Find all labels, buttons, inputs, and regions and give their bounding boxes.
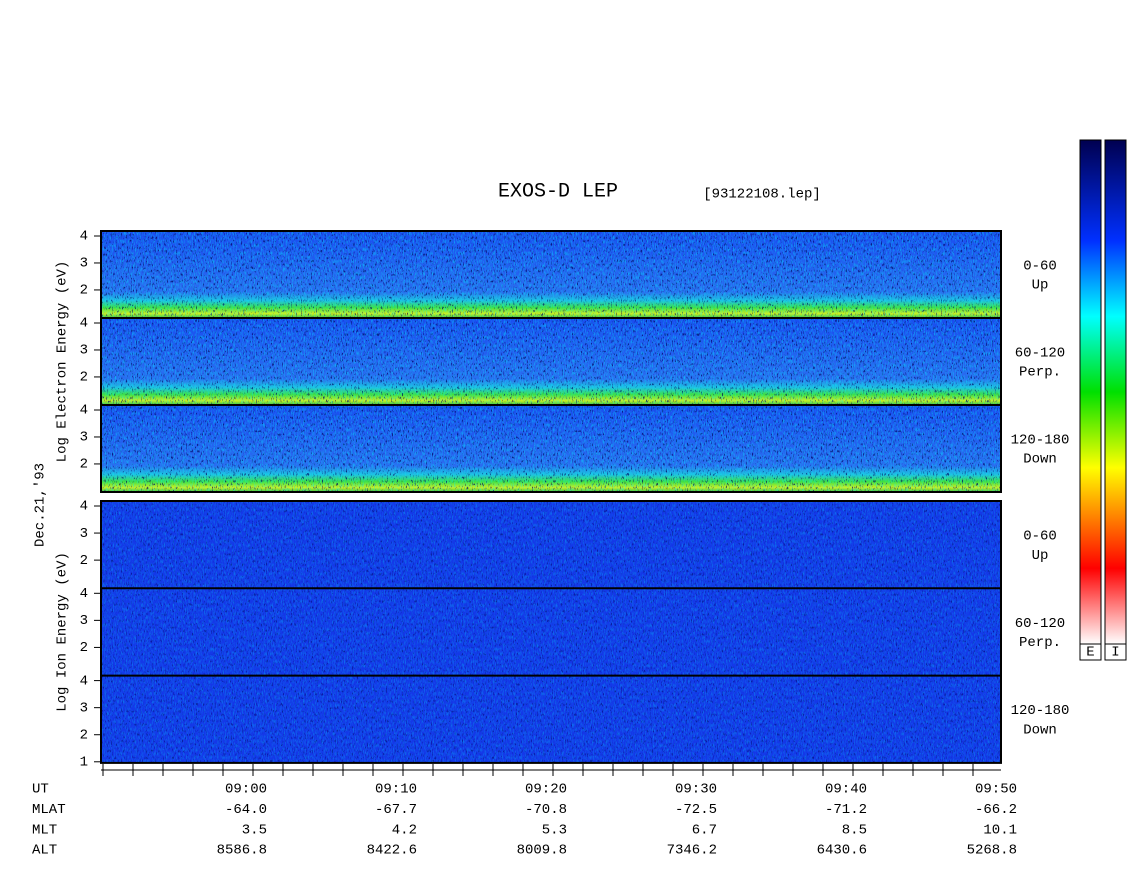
panel-direction: Up <box>1032 548 1049 564</box>
date-label: Dec.21,'93 <box>33 463 49 547</box>
row-label: ALT <box>32 843 57 859</box>
row-value: 09:00 <box>225 782 267 798</box>
row-value: 5.3 <box>542 822 567 838</box>
row-value: -66.2 <box>975 802 1017 818</box>
block-frame <box>100 500 1002 764</box>
y-tick-label: 3 <box>80 343 88 359</box>
row-value: 8422.6 <box>367 843 417 859</box>
panel-range: 0-60 <box>1023 259 1057 275</box>
y-tick-label: 2 <box>80 370 88 386</box>
row-label: UT <box>32 782 49 798</box>
y-tick-label: 4 <box>80 403 88 419</box>
colorbar-label-box <box>1104 643 1127 661</box>
panel-direction: Perp. <box>1019 365 1061 381</box>
y-tick-label: 4 <box>80 586 88 602</box>
colorbar <box>1104 139 1127 645</box>
panel-direction: Perp. <box>1019 635 1061 651</box>
row-value: 3.5 <box>242 822 267 838</box>
y-tick-label: 4 <box>80 499 88 515</box>
y-tick-label: 3 <box>80 700 88 716</box>
row-value: 7346.2 <box>667 843 717 859</box>
colorbar <box>1079 139 1102 645</box>
row-label: MLT <box>32 822 57 838</box>
row-value: 8009.8 <box>517 843 567 859</box>
file-name: [93122108.lep] <box>703 187 821 203</box>
row-value: 09:40 <box>825 782 867 798</box>
row-value: 6430.6 <box>817 843 867 859</box>
row-label: MLAT <box>32 802 66 818</box>
y-tick-label: 4 <box>80 673 88 689</box>
spectrogram-gaps <box>101 675 1001 763</box>
y-tick-label: 3 <box>80 526 88 542</box>
row-value: 6.7 <box>692 822 717 838</box>
layout: EXOS-D LEP [93122108.lep] 4 3 2 0-60 Up 4 3 2 60-1… <box>32 139 1127 859</box>
spectrogram-gaps <box>101 231 1001 318</box>
y-tick-label: 3 <box>80 256 88 272</box>
row-value: 4.2 <box>392 822 417 838</box>
block-frame <box>100 230 1002 493</box>
row-value: 09:10 <box>375 782 417 798</box>
row-value: 5268.8 <box>967 843 1017 859</box>
y-tick-label: 3 <box>80 430 88 446</box>
spectrogram-gaps <box>101 318 1001 405</box>
title: EXOS-D LEP <box>498 180 618 203</box>
panel-range: 0-60 <box>1023 529 1057 545</box>
colorbar-label: I <box>1111 645 1119 661</box>
y-tick-label: 2 <box>80 283 88 299</box>
row-value: -70.8 <box>525 802 567 818</box>
y-tick-label: 2 <box>80 553 88 569</box>
row-value: -67.7 <box>375 802 417 818</box>
y-tick-label: 2 <box>80 727 88 743</box>
row-value: -71.2 <box>825 802 867 818</box>
row-value: -64.0 <box>225 802 267 818</box>
row-value: -72.5 <box>675 802 717 818</box>
colorbar-label: E <box>1086 645 1094 661</box>
row-value: 09:30 <box>675 782 717 798</box>
y-tick-label: 4 <box>80 316 88 332</box>
row-value: 10.1 <box>983 822 1017 838</box>
spectrogram-gaps <box>101 405 1001 492</box>
spectrogram-gaps <box>101 501 1001 589</box>
row-value: 8586.8 <box>217 843 267 859</box>
panel-direction: Down <box>1023 452 1057 468</box>
row-value: 8.5 <box>842 822 867 838</box>
panel-range: 60-120 <box>1015 346 1065 362</box>
y-tick-label: 3 <box>80 613 88 629</box>
axis-label: Log Electron Energy (eV) <box>55 261 71 463</box>
y-tick-label: 4 <box>80 229 88 245</box>
y-tick-label: 2 <box>80 457 88 473</box>
spectrogram-gaps <box>101 588 1001 676</box>
panel-direction: Up <box>1032 278 1049 294</box>
panel-range: 120-180 <box>1011 703 1070 719</box>
row-value: 09:50 <box>975 782 1017 798</box>
row-value: 09:20 <box>525 782 567 798</box>
panel-range: 60-120 <box>1015 616 1065 632</box>
colorbar-label-box <box>1079 643 1102 661</box>
axis-label: Log Ion Energy (eV) <box>55 552 71 712</box>
panel-range: 120-180 <box>1011 433 1070 449</box>
y-tick-label: 2 <box>80 640 88 656</box>
panel-direction: Down <box>1023 722 1057 738</box>
y-tick-label: 1 <box>80 754 88 770</box>
